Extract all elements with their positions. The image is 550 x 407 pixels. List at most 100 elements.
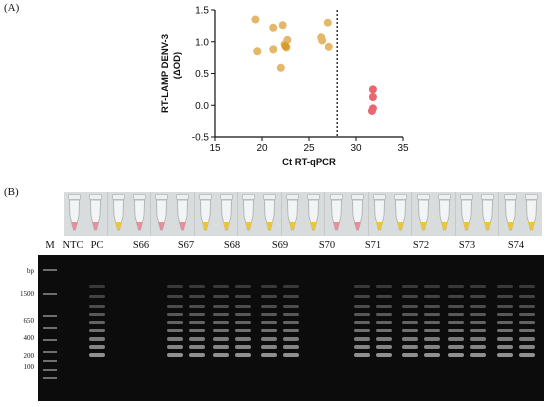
dna-band bbox=[424, 337, 440, 341]
reaction-tube bbox=[89, 194, 103, 232]
dna-band bbox=[213, 337, 229, 341]
lane-label: S68 bbox=[223, 240, 241, 251]
dna-band bbox=[189, 345, 205, 349]
dna-band bbox=[354, 329, 370, 332]
dna-band bbox=[376, 329, 392, 332]
tube-pair bbox=[108, 192, 152, 236]
dna-band bbox=[470, 321, 486, 324]
reaction-tube bbox=[307, 194, 320, 232]
dna-band bbox=[89, 313, 105, 316]
y-axis-title: RT-LAMP DENV-3 bbox=[160, 34, 171, 113]
marker-band bbox=[43, 351, 57, 353]
marker-band bbox=[43, 293, 57, 295]
reaction-tube bbox=[394, 194, 407, 232]
data-point bbox=[324, 42, 333, 51]
scatter-chart: -0.5 0.0 0.5 1.0 1.5 15 20 25 30 35 RT-LAMP DENV-… bbox=[160, 6, 409, 169]
dna-band bbox=[213, 295, 229, 298]
dna-band bbox=[167, 321, 183, 324]
lane-label: S73 bbox=[458, 240, 476, 251]
sample-lane bbox=[167, 255, 183, 401]
dna-band bbox=[376, 337, 392, 341]
reaction-tube bbox=[132, 194, 146, 232]
dna-band bbox=[283, 313, 299, 316]
y-tick-label: 0.5 bbox=[195, 69, 209, 80]
y-tick-label: 0.0 bbox=[195, 101, 209, 112]
dna-band bbox=[448, 337, 464, 341]
dna-band bbox=[402, 329, 418, 332]
dna-band bbox=[261, 353, 277, 357]
dna-band bbox=[235, 337, 251, 341]
dna-band bbox=[213, 313, 229, 316]
dna-band bbox=[448, 295, 464, 298]
chart-points bbox=[251, 15, 377, 115]
sample-lane bbox=[235, 255, 251, 401]
sample-lane bbox=[213, 255, 229, 401]
dna-band bbox=[189, 295, 205, 298]
dna-band bbox=[402, 321, 418, 324]
dna-band bbox=[189, 329, 205, 332]
lane-label: S74 bbox=[507, 240, 525, 251]
data-point bbox=[276, 63, 285, 72]
dna-band bbox=[448, 353, 464, 357]
dna-band bbox=[497, 353, 513, 357]
sample-lane bbox=[519, 255, 535, 401]
dna-band bbox=[424, 295, 440, 298]
reaction-tube bbox=[329, 194, 343, 232]
dna-band bbox=[167, 313, 183, 316]
dna-band bbox=[261, 313, 277, 316]
dna-band bbox=[519, 305, 535, 308]
y-tick-label: 1.0 bbox=[195, 37, 209, 48]
dna-band bbox=[424, 305, 440, 308]
x-tick-label: 15 bbox=[209, 143, 221, 154]
dna-band bbox=[235, 313, 251, 316]
dna-band bbox=[167, 337, 183, 341]
data-point bbox=[281, 42, 290, 51]
reaction-tube bbox=[503, 194, 517, 232]
dna-band bbox=[470, 295, 486, 298]
reaction-tube bbox=[350, 194, 364, 232]
dna-band bbox=[402, 285, 418, 288]
reaction-tube bbox=[199, 194, 212, 232]
bp-marker-label: 200 bbox=[23, 352, 35, 360]
lane-label: S70 bbox=[318, 240, 336, 251]
dna-band bbox=[213, 305, 229, 308]
dna-band bbox=[89, 345, 105, 349]
dna-band bbox=[354, 321, 370, 324]
tube-pair bbox=[195, 192, 239, 236]
dna-band bbox=[167, 295, 183, 298]
panel-a-label: (A) bbox=[4, 2, 20, 14]
dna-band bbox=[213, 353, 229, 357]
dna-band bbox=[497, 329, 513, 332]
dna-band bbox=[283, 285, 299, 288]
dna-band bbox=[519, 295, 535, 298]
y-axis-unit: (ΔOD) bbox=[172, 52, 183, 79]
reaction-tube bbox=[111, 194, 125, 232]
reaction-tube bbox=[155, 194, 169, 232]
sample-lane bbox=[354, 255, 370, 401]
sample-lane bbox=[89, 255, 105, 401]
data-point bbox=[253, 47, 262, 56]
dna-band bbox=[167, 353, 183, 357]
reaction-tube bbox=[176, 194, 190, 232]
tube-pair bbox=[325, 192, 369, 236]
dna-band bbox=[213, 285, 229, 288]
lane-label: S66 bbox=[132, 240, 150, 251]
dna-band bbox=[497, 295, 513, 298]
dna-band bbox=[189, 353, 205, 357]
dna-band bbox=[519, 329, 535, 332]
dna-band bbox=[402, 337, 418, 341]
dna-band bbox=[283, 321, 299, 324]
dna-band bbox=[448, 321, 464, 324]
lane-label: M bbox=[45, 240, 55, 251]
dna-band bbox=[354, 295, 370, 298]
dna-band bbox=[189, 305, 205, 308]
x-tick-label: 30 bbox=[350, 143, 362, 154]
tube-pair bbox=[499, 192, 542, 236]
dna-band bbox=[402, 353, 418, 357]
dna-band bbox=[448, 329, 464, 332]
dna-band bbox=[189, 285, 205, 288]
dna-band bbox=[167, 285, 183, 288]
dna-band bbox=[261, 345, 277, 349]
bp-marker-label: 100 bbox=[23, 363, 35, 371]
data-point bbox=[368, 92, 377, 101]
